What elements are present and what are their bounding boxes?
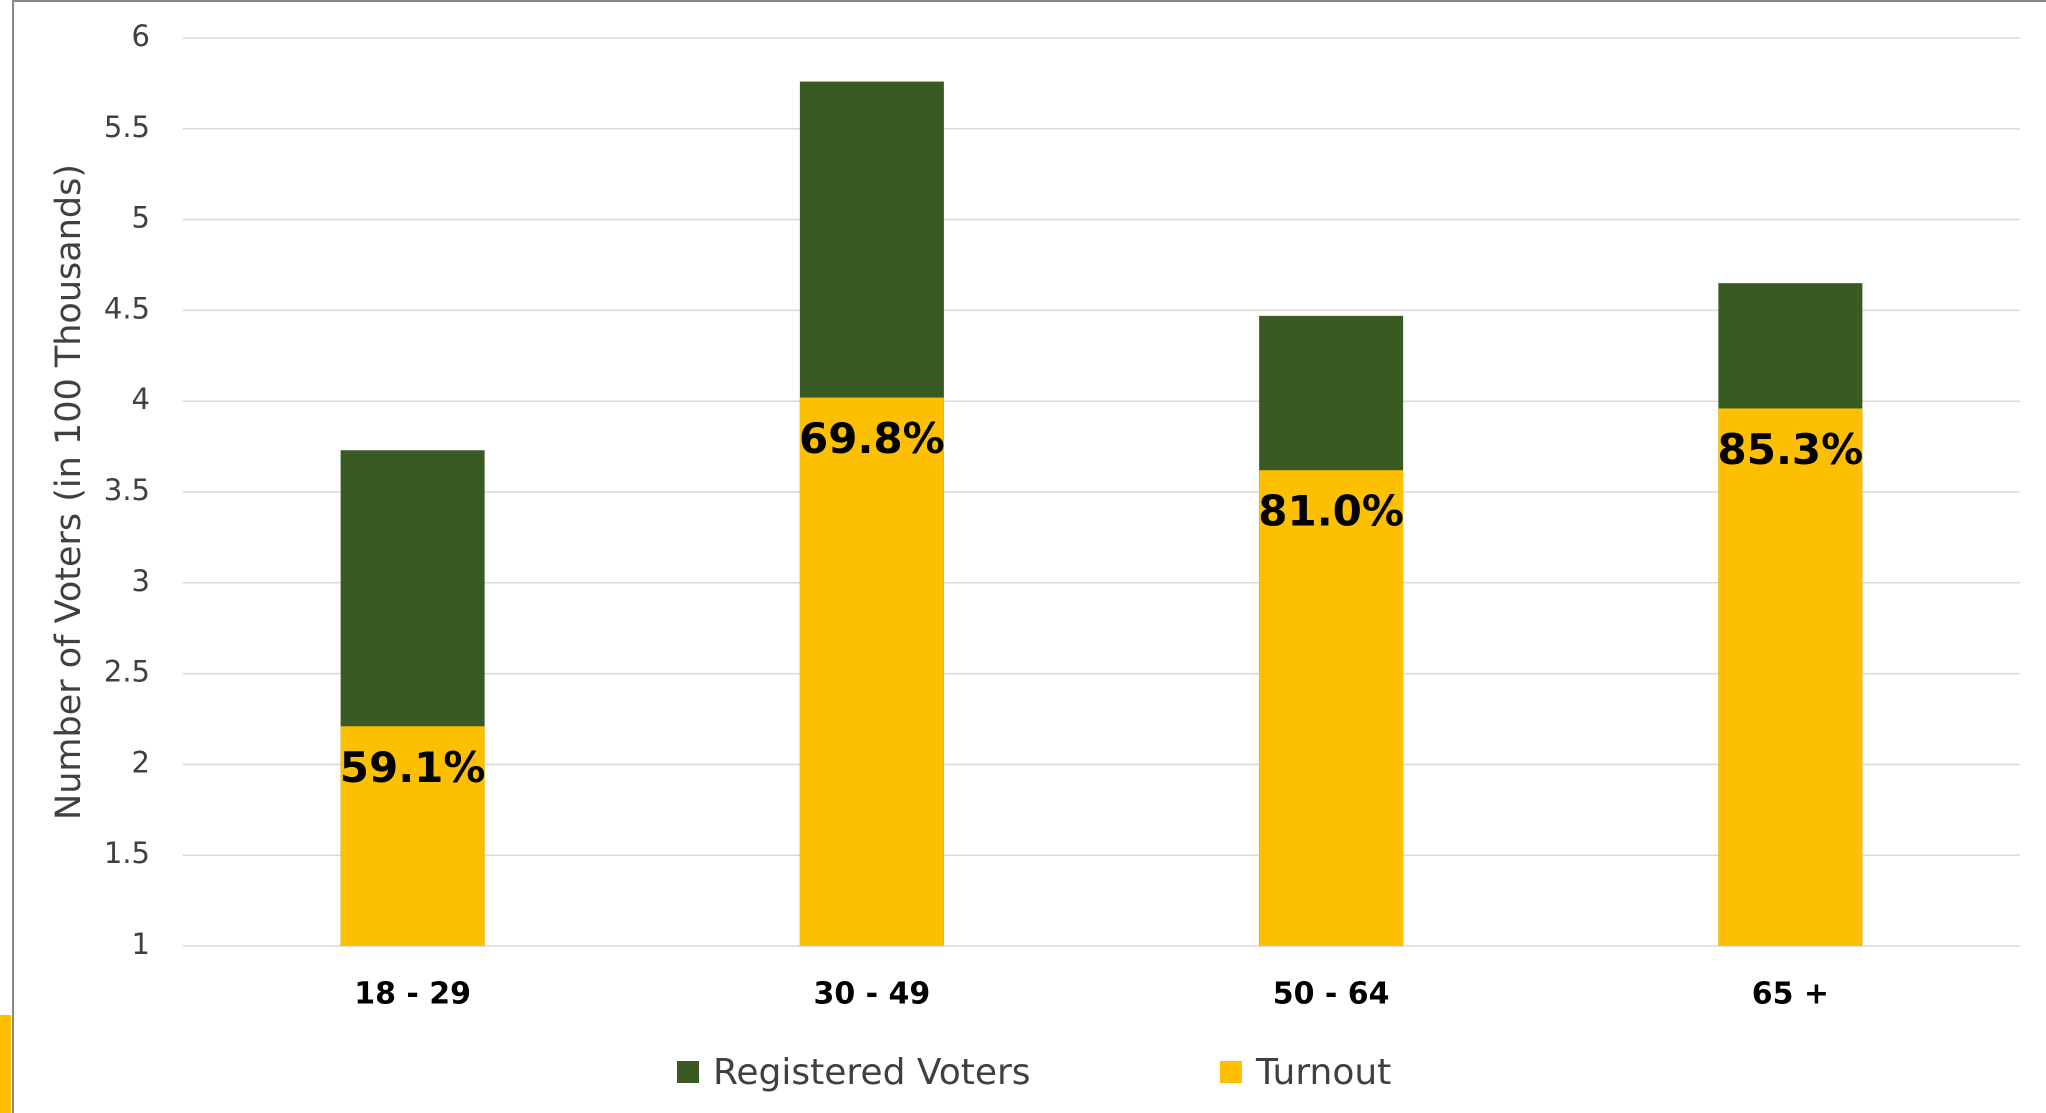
y-tick-label: 3.5 <box>104 473 150 507</box>
data-label: 85.3% <box>1718 425 1864 474</box>
bar <box>1718 408 1863 946</box>
x-tick-label: 50 - 64 <box>1273 977 1390 1012</box>
legend-label: Registered Voters <box>713 1052 1031 1093</box>
y-tick-label: 2.5 <box>104 655 150 689</box>
data-label: 69.8% <box>799 414 945 463</box>
bar <box>799 397 944 946</box>
y-tick-label: 1.5 <box>104 836 150 870</box>
y-tick-label: 4.5 <box>104 291 150 325</box>
data-label: 59.1% <box>340 743 486 792</box>
x-tick-label: 30 - 49 <box>813 977 930 1012</box>
x-tick-label: 65 + <box>1752 977 1829 1012</box>
y-tick-label: 2 <box>132 745 150 779</box>
y-tick-label: 5.5 <box>104 110 150 144</box>
legend-swatch <box>677 1061 699 1083</box>
decoration <box>0 1015 11 1113</box>
x-tick-label: 18 - 29 <box>354 977 471 1012</box>
data-label: 81.0% <box>1258 487 1404 536</box>
y-tick-label: 3 <box>132 564 150 598</box>
y-tick-label: 4 <box>132 382 150 416</box>
y-tick-label: 1 <box>132 927 150 961</box>
y-tick-label: 6 <box>132 19 150 53</box>
legend-swatch <box>1220 1061 1242 1083</box>
legend-label: Turnout <box>1255 1052 1391 1093</box>
y-tick-label: 5 <box>132 201 150 235</box>
bar <box>1259 470 1404 946</box>
y-axis-label: Number of Voters (in 100 Thousands) <box>49 164 89 820</box>
bar <box>340 726 485 946</box>
